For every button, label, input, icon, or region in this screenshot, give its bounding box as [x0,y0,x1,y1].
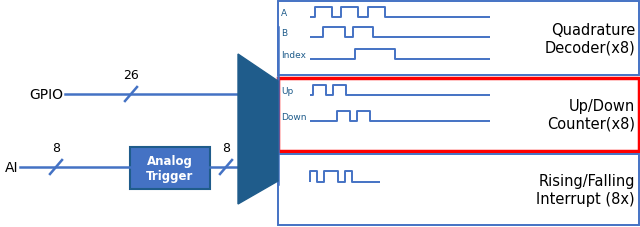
Text: Index: Index [281,50,306,59]
Text: A: A [281,8,287,17]
Text: Up: Up [281,86,293,95]
Text: Analog
Trigger: Analog Trigger [147,154,194,182]
Text: 8: 8 [222,141,230,154]
Text: Down: Down [281,112,307,121]
Text: B: B [281,28,287,37]
Bar [278,2,639,76]
Text: 26: 26 [123,69,139,82]
Bar [278,79,639,151]
Text: 8: 8 [52,141,60,154]
Text: Up/Down
Counter(x8): Up/Down Counter(x8) [547,99,635,131]
Bar [130,147,210,189]
Text: Rising/Falling
Interrupt (8x): Rising/Falling Interrupt (8x) [536,173,635,206]
Text: AI: AI [4,160,18,174]
Text: GPIO: GPIO [29,88,63,101]
Bar [278,154,639,225]
Text: Quadrature
Decoder(x8): Quadrature Decoder(x8) [544,23,635,55]
Polygon shape [238,55,278,204]
